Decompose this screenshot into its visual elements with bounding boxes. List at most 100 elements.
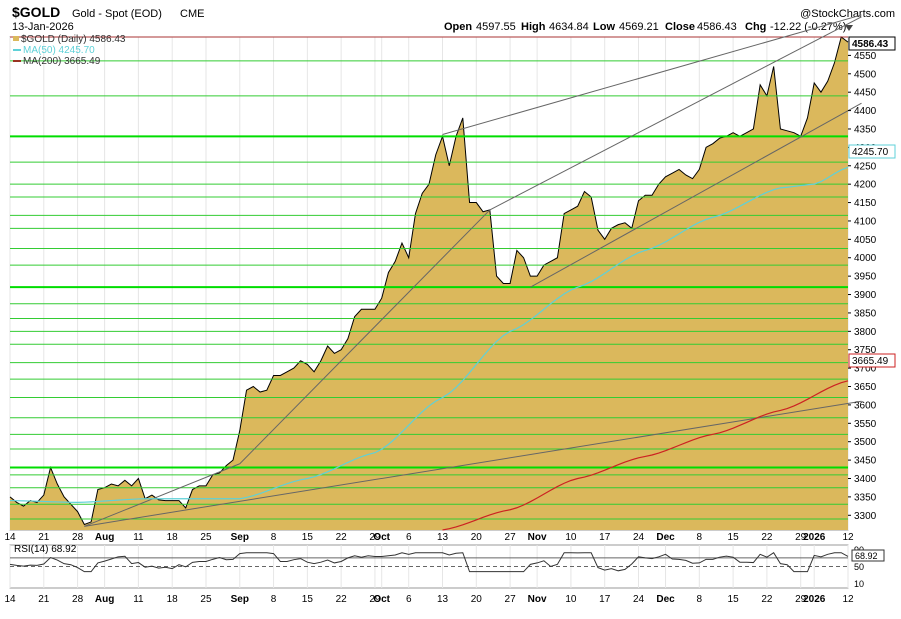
y-tick-label: 3700 — [854, 364, 877, 375]
x-tick-label: 21 — [38, 532, 50, 543]
x-tick-label: 24 — [633, 594, 645, 605]
ohlc-close-label: Close — [665, 21, 695, 33]
trendline — [84, 400, 862, 527]
y-tick-label: 3450 — [854, 456, 877, 467]
x-tick-label: 27 — [505, 532, 517, 543]
rsi-line — [9, 552, 849, 573]
x-tick-label: 29 — [369, 532, 381, 543]
x-tick-label: Oct — [373, 594, 390, 605]
legend-ma200: MA(200) 3665.49 — [23, 56, 101, 67]
y-tick-label: 3950 — [854, 272, 877, 283]
x-tick-label: 20 — [471, 532, 483, 543]
y-tick-label: 3550 — [854, 419, 877, 430]
x-tick-label: 8 — [271, 594, 277, 605]
rsi-value-badge — [851, 549, 885, 562]
watermark: @StockCharts.com — [800, 8, 895, 20]
axis-layer: 3300 3350 3400 3450 3500 3550 3600 3650 3700 3750… — [4, 51, 876, 605]
y-tick-label: 3350 — [854, 492, 877, 503]
y-tick-label: 4250 — [854, 161, 877, 172]
x-tick-label: Nov — [528, 594, 547, 605]
x-tick-label: 10 — [565, 594, 577, 605]
x-tick-label: 11 — [133, 532, 144, 543]
x-tick-label: 6 — [406, 594, 412, 605]
y-tick-label: 3750 — [854, 345, 877, 356]
x-tick-label: Aug — [95, 594, 114, 605]
y-tick-label: 3600 — [854, 400, 877, 411]
y-tick-label: 4400 — [854, 106, 877, 117]
x-tick-label: 29 — [795, 532, 807, 543]
ohlc-open-label: Open — [444, 21, 472, 33]
trendline — [239, 209, 491, 465]
trendlines-layer — [84, 14, 862, 527]
x-tick-label: 18 — [167, 594, 179, 605]
moving-averages-layer — [9, 166, 849, 531]
x-tick-label: Sep — [231, 532, 249, 543]
x-tick-label: 6 — [406, 532, 412, 543]
y-tick-label: 4150 — [854, 198, 877, 209]
y-tick-label: 3650 — [854, 382, 877, 393]
ohlc-chg-label: Chg — [745, 21, 766, 33]
y-tick-label: 4350 — [854, 124, 877, 135]
triangle-down-icon[interactable] — [845, 25, 853, 31]
x-tick-label: 22 — [336, 532, 348, 543]
x-tick-label: 22 — [761, 594, 773, 605]
rsi-tick-label: 10 — [854, 579, 864, 589]
x-tick-label: 15 — [728, 594, 740, 605]
ohlc-high-value: 4634.84 — [549, 21, 589, 33]
x-tick-label: 27 — [505, 594, 517, 605]
x-tick-label: 22 — [761, 532, 773, 543]
y-tick-label: 3800 — [854, 327, 877, 338]
y-tick-label: 4000 — [854, 253, 877, 264]
x-tick-label: 25 — [200, 594, 212, 605]
x-tick-label: 12 — [842, 532, 854, 543]
y-tick-label: 3850 — [854, 308, 877, 319]
last-price-badge — [848, 36, 896, 51]
last-price-label: 4586.43 — [852, 39, 889, 50]
ohlc-low-value: 4569.21 — [619, 21, 659, 33]
x-tick-label: Nov — [528, 532, 547, 543]
x-tick-label: 24 — [633, 532, 645, 543]
chart-date: 13-Jan-2026 — [12, 21, 74, 33]
rsi-legend: RSI(14) 68.92 — [14, 544, 77, 555]
trendline — [84, 463, 240, 527]
rsi-value-label: 68.92 — [855, 551, 878, 561]
ma200-line — [442, 380, 849, 531]
ohlc-close-value: 4586.43 — [697, 21, 737, 33]
chart-exchange: CME — [180, 8, 204, 20]
x-tick-label: Oct — [373, 532, 390, 543]
rsi-tick-label: 50 — [854, 562, 864, 572]
chart-symbol: $GOLD — [12, 4, 60, 20]
x-tick-label: 28 — [72, 594, 84, 605]
trendline — [442, 14, 862, 135]
trendline — [489, 16, 862, 211]
horizontal-lines-layer — [10, 36, 848, 520]
y-tick-label: 3900 — [854, 290, 877, 301]
y-tick-label: 3400 — [854, 474, 877, 485]
x-tick-label: 18 — [167, 532, 179, 543]
y-tick-label: 4100 — [854, 216, 877, 227]
y-tick-label: 4050 — [854, 235, 877, 246]
x-tick-label: Dec — [656, 594, 675, 605]
x-tick-label: 2026 — [803, 594, 826, 605]
x-tick-label: 14 — [4, 532, 16, 543]
price-area-fill — [10, 37, 848, 530]
x-tick-label: 2026 — [803, 532, 826, 543]
x-tick-label: 11 — [133, 594, 144, 605]
x-tick-label: 25 — [200, 532, 212, 543]
trendline — [530, 102, 862, 288]
x-tick-label: 8 — [271, 532, 277, 543]
x-tick-label: 12 — [842, 594, 854, 605]
ohlc-high-label: High — [521, 21, 546, 33]
x-tick-label: Sep — [231, 594, 249, 605]
rsi-panel: 90705010 — [9, 544, 864, 589]
x-tick-label: 17 — [599, 594, 611, 605]
legend-price: $GOLD (Daily) 4586.43 — [21, 34, 126, 45]
rsi-frame — [9, 544, 849, 589]
chart-name: Gold - Spot (EOD) — [72, 8, 162, 20]
x-tick-label: 8 — [697, 532, 703, 543]
x-tick-label: 15 — [728, 532, 740, 543]
y-tick-label: 3500 — [854, 437, 877, 448]
x-tick-label: 17 — [599, 532, 611, 543]
